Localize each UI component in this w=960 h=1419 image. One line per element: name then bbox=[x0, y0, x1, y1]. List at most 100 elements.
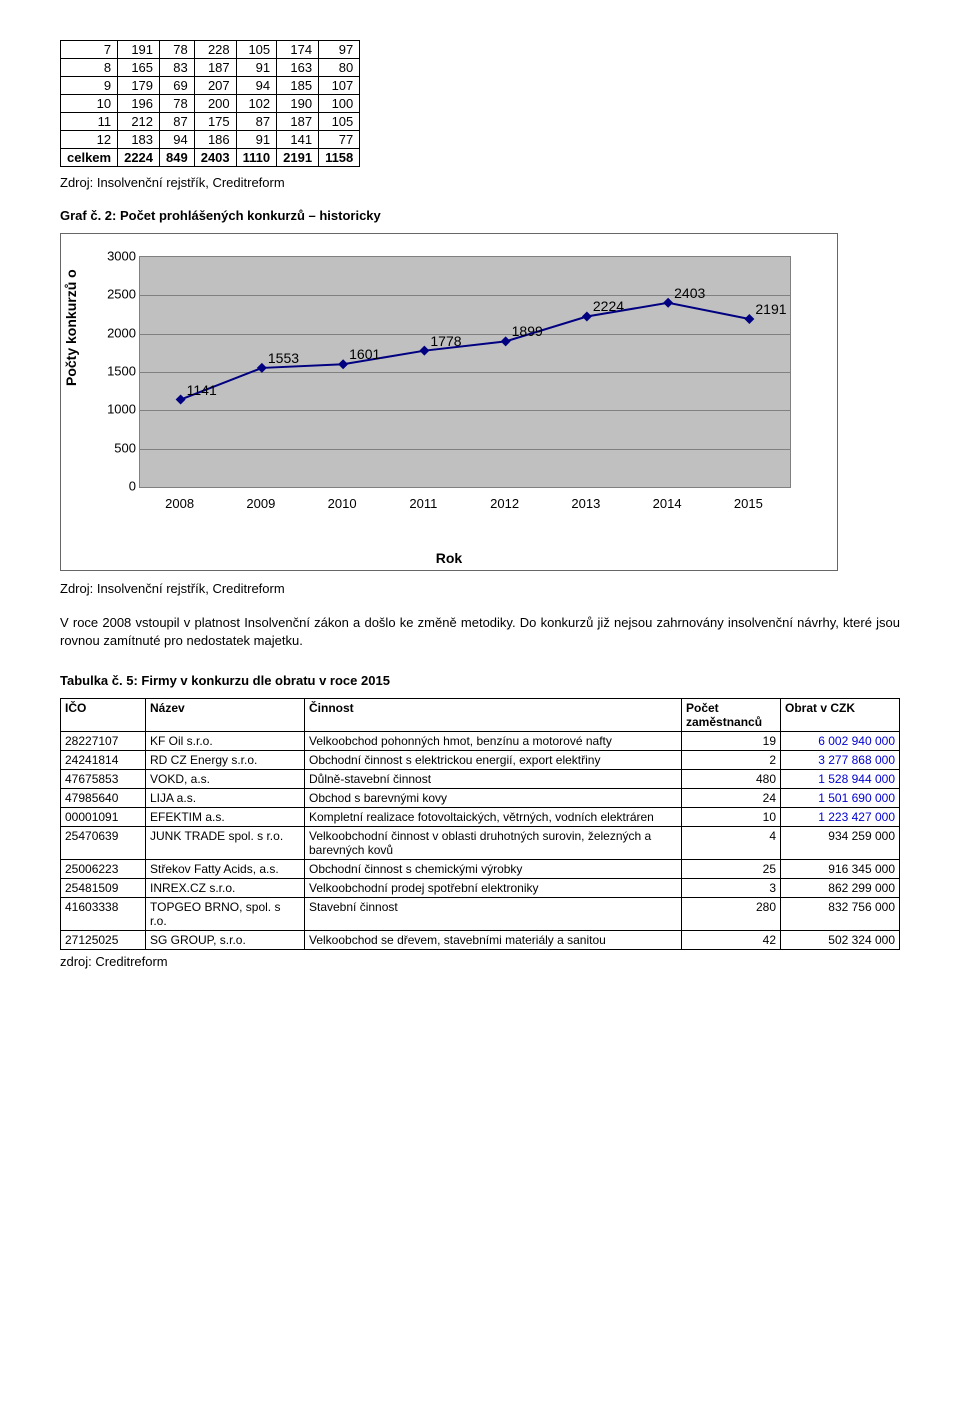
table-cell: 78 bbox=[160, 95, 195, 113]
table-row: 28227107KF Oil s.r.o.Velkoobchod pohonný… bbox=[61, 732, 900, 751]
table-cell: 187 bbox=[194, 59, 236, 77]
y-tick-label: 1500 bbox=[94, 364, 136, 379]
table-cell: 107 bbox=[319, 77, 360, 95]
table-cell: Střekov Fatty Acids, a.s. bbox=[146, 860, 305, 879]
table-cell: 87 bbox=[236, 113, 277, 131]
table-cell: 94 bbox=[160, 131, 195, 149]
table-row: 47675853VOKD, a.s.Důlně-stavební činnost… bbox=[61, 770, 900, 789]
table-cell: 78 bbox=[160, 41, 195, 59]
company-table: IČO Název Činnost Počet zaměstnanců Obra… bbox=[60, 698, 900, 950]
table-cell: 280 bbox=[682, 898, 781, 931]
table-cell: 25481509 bbox=[61, 879, 146, 898]
table-cell: 1 223 427 000 bbox=[781, 808, 900, 827]
table-cell: 105 bbox=[319, 113, 360, 131]
table-row: 25006223Střekov Fatty Acids, a.s.Obchodn… bbox=[61, 860, 900, 879]
table-row: 41603338TOPGEO BRNO, spol. s r.o.Stavebn… bbox=[61, 898, 900, 931]
table-cell: 42 bbox=[682, 931, 781, 950]
table-cell: Obchodní činnost s chemickými výrobky bbox=[305, 860, 682, 879]
paragraph: V roce 2008 vstoupil v platnost Insolven… bbox=[60, 614, 900, 649]
table-cell: 191 bbox=[118, 41, 160, 59]
table-total-cell: 2403 bbox=[194, 149, 236, 167]
table-cell: JUNK TRADE spol. s r.o. bbox=[146, 827, 305, 860]
x-tick-label: 2008 bbox=[165, 496, 194, 511]
table-cell: Stavební činnost bbox=[305, 898, 682, 931]
col-ico: IČO bbox=[61, 699, 146, 732]
data-point-label: 1778 bbox=[430, 333, 461, 349]
table-cell: 27125025 bbox=[61, 931, 146, 950]
source-chart: Zdroj: Insolvenční rejstřík, Creditrefor… bbox=[60, 581, 900, 596]
table-cell: Důlně-stavební činnost bbox=[305, 770, 682, 789]
table-cell: 10 bbox=[61, 95, 118, 113]
table-cell: 187 bbox=[277, 113, 319, 131]
source-footer: zdroj: Creditreform bbox=[60, 954, 900, 969]
y-tick-label: 3000 bbox=[94, 249, 136, 264]
table-cell: Obchod s barevnými kovy bbox=[305, 789, 682, 808]
table-cell: 102 bbox=[236, 95, 277, 113]
table-cell: 25470639 bbox=[61, 827, 146, 860]
table-cell: 100 bbox=[319, 95, 360, 113]
y-tick-label: 0 bbox=[94, 479, 136, 494]
table-cell: 185 bbox=[277, 77, 319, 95]
table-cell: INREX.CZ s.r.o. bbox=[146, 879, 305, 898]
table-cell: 228 bbox=[194, 41, 236, 59]
table-cell: 47675853 bbox=[61, 770, 146, 789]
table-cell: 87 bbox=[160, 113, 195, 131]
source-top: Zdroj: Insolvenční rejstřík, Creditrefor… bbox=[60, 175, 900, 190]
table-cell: 9 bbox=[61, 77, 118, 95]
table-cell: 862 299 000 bbox=[781, 879, 900, 898]
data-point-label: 1553 bbox=[268, 350, 299, 366]
table-cell: 12 bbox=[61, 131, 118, 149]
table-row: 25470639JUNK TRADE spol. s r.o.Velkoobch… bbox=[61, 827, 900, 860]
table5-title: Tabulka č. 5: Firmy v konkurzu dle obrat… bbox=[60, 673, 900, 688]
table-cell: 25 bbox=[682, 860, 781, 879]
y-tick-label: 1000 bbox=[94, 402, 136, 417]
table-cell: 105 bbox=[236, 41, 277, 59]
table-row: 00001091EFEKTIM a.s.Kompletní realizace … bbox=[61, 808, 900, 827]
table-cell: 25006223 bbox=[61, 860, 146, 879]
table-row: 24241814RD CZ Energy s.r.o.Obchodní činn… bbox=[61, 751, 900, 770]
table-total-cell: 2191 bbox=[277, 149, 319, 167]
y-tick-label: 2500 bbox=[94, 287, 136, 302]
x-tick-label: 2011 bbox=[409, 496, 437, 511]
table-row: 25481509INREX.CZ s.r.o.Velkoobchodní pro… bbox=[61, 879, 900, 898]
table-total-cell: celkem bbox=[61, 149, 118, 167]
table-cell: 41603338 bbox=[61, 898, 146, 931]
table-cell: 11 bbox=[61, 113, 118, 131]
table-cell: 1 501 690 000 bbox=[781, 789, 900, 808]
chart-plot: 11411553160117781899222424032191 bbox=[139, 256, 791, 488]
chart-container: Počty konkurzů o 11411553160117781899222… bbox=[60, 233, 838, 571]
table-cell: 91 bbox=[236, 59, 277, 77]
table-cell: 3 277 868 000 bbox=[781, 751, 900, 770]
table-cell: 3 bbox=[682, 879, 781, 898]
table-cell: 10 bbox=[682, 808, 781, 827]
x-tick-label: 2014 bbox=[653, 496, 682, 511]
table-cell: 00001091 bbox=[61, 808, 146, 827]
table-cell: 163 bbox=[277, 59, 319, 77]
table-cell: 2 bbox=[682, 751, 781, 770]
table-cell: 934 259 000 bbox=[781, 827, 900, 860]
y-tick-label: 2000 bbox=[94, 325, 136, 340]
data-point-label: 2403 bbox=[674, 285, 705, 301]
table-cell: 207 bbox=[194, 77, 236, 95]
table-cell: 94 bbox=[236, 77, 277, 95]
table-cell: 190 bbox=[277, 95, 319, 113]
x-tick-label: 2009 bbox=[246, 496, 275, 511]
table-cell: 832 756 000 bbox=[781, 898, 900, 931]
table-total-cell: 1158 bbox=[319, 149, 360, 167]
table-cell: 200 bbox=[194, 95, 236, 113]
x-tick-label: 2015 bbox=[734, 496, 763, 511]
table-cell: 24 bbox=[682, 789, 781, 808]
data-point-label: 1899 bbox=[512, 323, 543, 339]
table-cell: TOPGEO BRNO, spol. s r.o. bbox=[146, 898, 305, 931]
table-cell: 141 bbox=[277, 131, 319, 149]
x-tick-label: 2012 bbox=[490, 496, 519, 511]
table-cell: 175 bbox=[194, 113, 236, 131]
monthly-table: 7191782281051749781658318791163809179692… bbox=[60, 40, 360, 167]
col-act: Činnost bbox=[305, 699, 682, 732]
table-cell: 179 bbox=[118, 77, 160, 95]
table-cell: 186 bbox=[194, 131, 236, 149]
chart-title: Graf č. 2: Počet prohlášených konkurzů –… bbox=[60, 208, 900, 223]
table-cell: 24241814 bbox=[61, 751, 146, 770]
table-cell: 28227107 bbox=[61, 732, 146, 751]
table-cell: Velkoobchod pohonných hmot, benzínu a mo… bbox=[305, 732, 682, 751]
